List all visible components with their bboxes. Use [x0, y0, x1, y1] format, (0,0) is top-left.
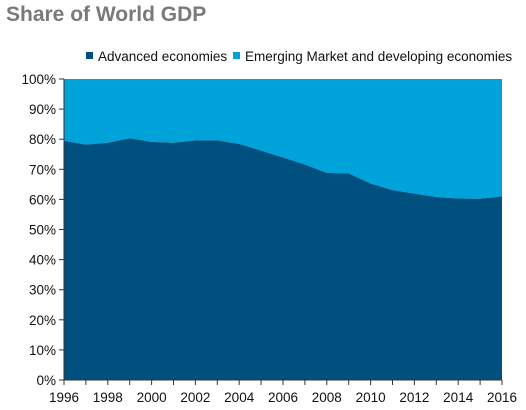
y-tick-label: 70% [29, 162, 56, 177]
y-axis: 0% 10% 20% 30% 40% 50% 60% 70% 80% 90% 100% [21, 72, 65, 388]
y-tick-label: 80% [29, 132, 56, 147]
y-tick-label: 100% [21, 72, 56, 87]
area-emerging-economies [64, 79, 502, 199]
y-tick-label: 50% [29, 223, 56, 238]
legend-label-emerging: Emerging Market and developing economies [245, 49, 512, 64]
y-tick-label: 40% [29, 253, 56, 268]
x-tick-label: 2006 [268, 390, 298, 405]
legend: Advanced economies Emerging Market and d… [86, 49, 512, 64]
x-tick-label: 2016 [487, 390, 517, 405]
legend-label-advanced: Advanced economies [98, 49, 227, 64]
chart-title: Share of World GDP [6, 3, 207, 26]
y-tick-label: 90% [29, 102, 56, 117]
x-tick-label: 2010 [356, 390, 386, 405]
x-tick-label: 2000 [137, 390, 167, 405]
x-tick-label: 2008 [312, 390, 342, 405]
y-tick-label: 0% [36, 373, 56, 388]
x-tick-label: 2014 [443, 390, 474, 405]
x-tick-label: 1996 [49, 390, 79, 405]
y-tick-label: 60% [29, 192, 56, 207]
x-axis: 1996 1998 2000 2002 2004 2006 2008 2010 2012 2014… [49, 379, 517, 405]
x-tick-label: 2012 [399, 390, 429, 405]
area-advanced-economies [64, 138, 502, 380]
y-tick-label: 10% [29, 343, 56, 358]
x-tick-label: 1998 [93, 390, 123, 405]
legend-swatch-advanced [86, 52, 93, 59]
legend-swatch-emerging [233, 52, 240, 59]
y-tick-label: 20% [29, 313, 56, 328]
plot-area [64, 79, 502, 380]
x-tick-label: 2004 [224, 390, 255, 405]
y-tick-label: 30% [29, 283, 56, 298]
x-tick-label: 2002 [180, 390, 210, 405]
